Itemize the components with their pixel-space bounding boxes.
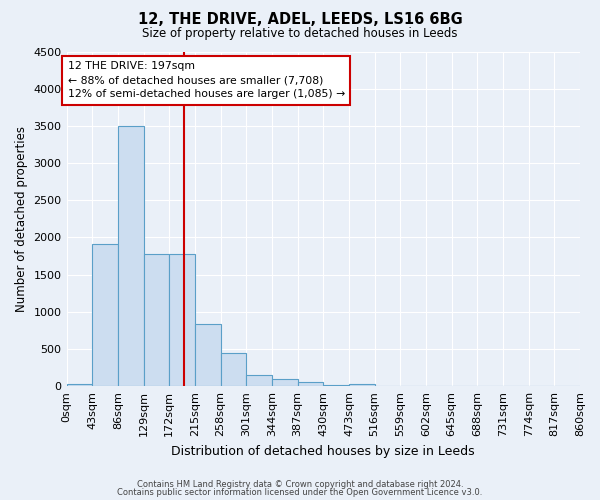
X-axis label: Distribution of detached houses by size in Leeds: Distribution of detached houses by size … xyxy=(172,444,475,458)
Bar xyxy=(92,244,118,386)
Text: 12, THE DRIVE, ADEL, LEEDS, LS16 6BG: 12, THE DRIVE, ADEL, LEEDS, LS16 6BG xyxy=(137,12,463,28)
Bar xyxy=(118,126,143,386)
Bar xyxy=(349,384,374,386)
Bar xyxy=(298,382,323,386)
Text: 12 THE DRIVE: 197sqm
← 88% of detached houses are smaller (7,708)
12% of semi-de: 12 THE DRIVE: 197sqm ← 88% of detached h… xyxy=(68,61,345,99)
Bar xyxy=(221,352,246,386)
Bar xyxy=(169,254,195,386)
Text: Contains public sector information licensed under the Open Government Licence v3: Contains public sector information licen… xyxy=(118,488,482,497)
Bar xyxy=(246,374,272,386)
Bar xyxy=(323,384,349,386)
Bar xyxy=(67,384,92,386)
Y-axis label: Number of detached properties: Number of detached properties xyxy=(15,126,28,312)
Bar xyxy=(272,380,298,386)
Bar xyxy=(143,254,169,386)
Bar xyxy=(195,324,221,386)
Text: Size of property relative to detached houses in Leeds: Size of property relative to detached ho… xyxy=(142,28,458,40)
Text: Contains HM Land Registry data © Crown copyright and database right 2024.: Contains HM Land Registry data © Crown c… xyxy=(137,480,463,489)
